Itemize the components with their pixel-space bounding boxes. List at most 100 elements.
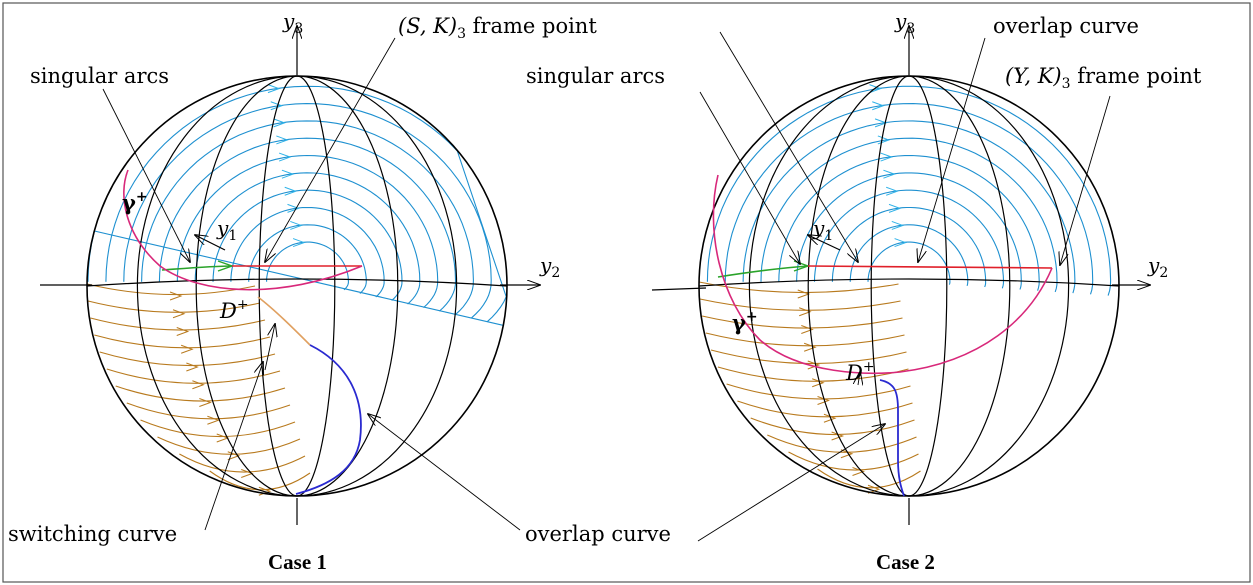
- trajectory-orange: [157, 436, 301, 455]
- trajectory-arrow: [267, 84, 281, 94]
- trajectory-arrow: [278, 152, 292, 162]
- case-2-caption: Case 2: [876, 550, 935, 574]
- trajectory-orange: [209, 470, 311, 491]
- case-1-pointer-singular: [102, 88, 190, 262]
- trajectory-arrow: [823, 413, 837, 423]
- case-1-trajectory-families: [86, 84, 507, 496]
- case-1-label-y2: y2: [539, 253, 560, 281]
- case-2-sphere-grid: [698, 75, 1120, 497]
- case-1-label-y3: y3: [282, 9, 303, 37]
- trajectory-orange: [726, 383, 911, 400]
- trajectory-blue: [212, 189, 403, 301]
- trajectory-orange: [717, 366, 909, 382]
- case-2-label-y3: y3: [894, 9, 915, 37]
- case-2-pointer-singular: [699, 91, 800, 264]
- case-1-label-gamma: γ+: [122, 189, 148, 215]
- trajectory-blue: [105, 85, 507, 323]
- trajectory-arrow: [207, 415, 220, 425]
- trajectory-orange: [750, 417, 915, 436]
- case-2-pointer-frame: [1060, 95, 1111, 265]
- sphere-meridian: [748, 75, 1070, 497]
- trajectory-orange: [699, 298, 901, 311]
- trajectory-arrow: [894, 238, 908, 248]
- trajectory-orange: [705, 332, 905, 347]
- trajectory-arrow: [817, 396, 830, 405]
- case-2-axis-y1: [808, 235, 841, 251]
- case-1-overlap-curve: [295, 344, 362, 495]
- trajectory-blue: [724, 103, 1094, 295]
- trajectory-arrow: [807, 360, 821, 370]
- trajectory-arrow: [869, 84, 882, 94]
- trajectory-arrow: [241, 469, 254, 478]
- trajectory-arrow: [192, 380, 205, 390]
- case-1-switch-curve-gamma: [123, 169, 363, 291]
- case-1-label-frame-point: (S, K)3 frame point: [398, 14, 597, 42]
- trajectory-arrow: [176, 327, 190, 336]
- case-2-pointer-singular-2: [719, 31, 858, 262]
- trajectory-orange: [817, 468, 921, 489]
- sphere-meridian: [136, 75, 458, 497]
- trajectory-orange: [710, 349, 907, 365]
- trajectory-blue: [194, 172, 421, 305]
- trajectory-arrow: [797, 289, 811, 299]
- case-2-pointer-overlap-top: [918, 37, 986, 262]
- trajectory-blue: [141, 120, 474, 316]
- case-1-label-singular-arcs: singular arcs: [30, 64, 169, 88]
- trajectory-arrow: [180, 344, 194, 354]
- case-2-label-frame-point: (Y, K)3 frame point: [1005, 64, 1202, 92]
- trajectory-blue: [813, 189, 1005, 289]
- case-1-pointer-overlap: [368, 414, 521, 531]
- trajectory-arrow: [287, 203, 300, 213]
- trajectory-blue: [867, 241, 951, 285]
- trajectory-arrow: [888, 203, 902, 213]
- trajectory-orange: [90, 317, 266, 331]
- case-1-axis-y1: [195, 235, 226, 251]
- case-1-switching-curve: [257, 296, 311, 346]
- trajectory-arrow: [831, 431, 845, 441]
- trajectory-blue: [230, 206, 385, 298]
- trajectory-blue: [176, 154, 439, 309]
- trajectory-arrow: [281, 169, 295, 179]
- trajectory-arrow: [270, 101, 284, 111]
- case-1-label-y1: y1: [216, 216, 237, 244]
- trajectory-arrow: [891, 220, 905, 230]
- trajectory-blue: [742, 120, 1076, 294]
- trajectory-orange: [99, 351, 276, 367]
- trajectory-arrow: [284, 186, 298, 196]
- case-2-axis-left: [651, 287, 707, 291]
- case-2-label-y1: y1: [812, 216, 833, 244]
- trajectory-orange: [87, 300, 261, 313]
- case-2-trajectory-families: [698, 84, 1112, 494]
- trajectory-arrow: [886, 186, 899, 196]
- case-1-caption: Case 1: [268, 550, 327, 574]
- case-2-overlap-curve: [879, 379, 905, 497]
- case-1-label-switching-curve: switching curve: [8, 522, 177, 546]
- trajectory-arrow: [880, 152, 894, 162]
- trajectory-arrow: [169, 291, 183, 301]
- sphere-meridian: [807, 75, 1011, 497]
- trajectory-orange: [698, 281, 899, 294]
- trajectory-blue: [706, 85, 1112, 296]
- trajectory-arrow: [273, 118, 287, 128]
- trajectory-arrow: [872, 101, 885, 111]
- trajectory-arrow: [852, 467, 865, 476]
- case-1-pointer-switching: [204, 362, 263, 531]
- trajectory-orange: [94, 334, 271, 349]
- trajectory-orange: [737, 400, 913, 418]
- trajectory-orange: [179, 453, 306, 473]
- trajectory-orange: [106, 368, 281, 384]
- trajectory-blue: [760, 137, 1058, 293]
- case-1-label-d: D+: [219, 297, 249, 323]
- case-2-label-gamma: γ+: [732, 309, 758, 335]
- trajectory-arrow: [840, 449, 854, 459]
- trajectory-blue: [831, 206, 987, 288]
- case-1-pointer-frame: [265, 37, 396, 262]
- trajectory-orange: [767, 434, 917, 453]
- case-2-label-d: D+: [845, 359, 875, 385]
- trajectory-orange: [788, 451, 919, 471]
- trajectory-orange: [140, 419, 296, 438]
- sphere-meridian: [870, 75, 948, 497]
- sphere-outline: [698, 75, 1120, 497]
